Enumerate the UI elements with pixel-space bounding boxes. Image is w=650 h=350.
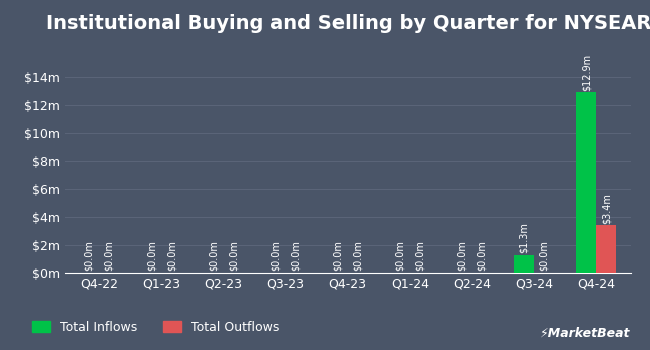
Text: $0.0m: $0.0m	[353, 240, 363, 271]
Text: $0.0m: $0.0m	[457, 240, 467, 271]
Text: $0.0m: $0.0m	[539, 240, 549, 271]
Text: $12.9m: $12.9m	[581, 54, 592, 91]
Text: $0.0m: $0.0m	[270, 240, 281, 271]
Text: $0.0m: $0.0m	[415, 240, 425, 271]
Text: $0.0m: $0.0m	[333, 240, 343, 271]
Bar	[596, 225, 616, 273]
Text: ⚡MarketBeat: ⚡MarketBeat	[540, 327, 630, 340]
Text: $0.0m: $0.0m	[146, 240, 157, 271]
Text: $0.0m: $0.0m	[395, 240, 405, 271]
Text: $0.0m: $0.0m	[291, 240, 300, 271]
Text: $1.3m: $1.3m	[519, 222, 529, 253]
Text: $0.0m: $0.0m	[166, 240, 176, 271]
Bar	[577, 92, 596, 273]
Legend: Total Inflows, Total Outflows: Total Inflows, Total Outflows	[32, 321, 280, 334]
Text: $0.0m: $0.0m	[209, 240, 218, 271]
Text: $0.0m: $0.0m	[228, 240, 239, 271]
Text: $0.0m: $0.0m	[104, 240, 114, 271]
Text: $0.0m: $0.0m	[84, 240, 94, 271]
Text: Institutional Buying and Selling by Quarter for NYSEARCA:CGGE: Institutional Buying and Selling by Quar…	[46, 14, 650, 33]
Text: $0.0m: $0.0m	[477, 240, 487, 271]
Text: $3.4m: $3.4m	[601, 193, 611, 224]
Bar	[514, 255, 534, 273]
